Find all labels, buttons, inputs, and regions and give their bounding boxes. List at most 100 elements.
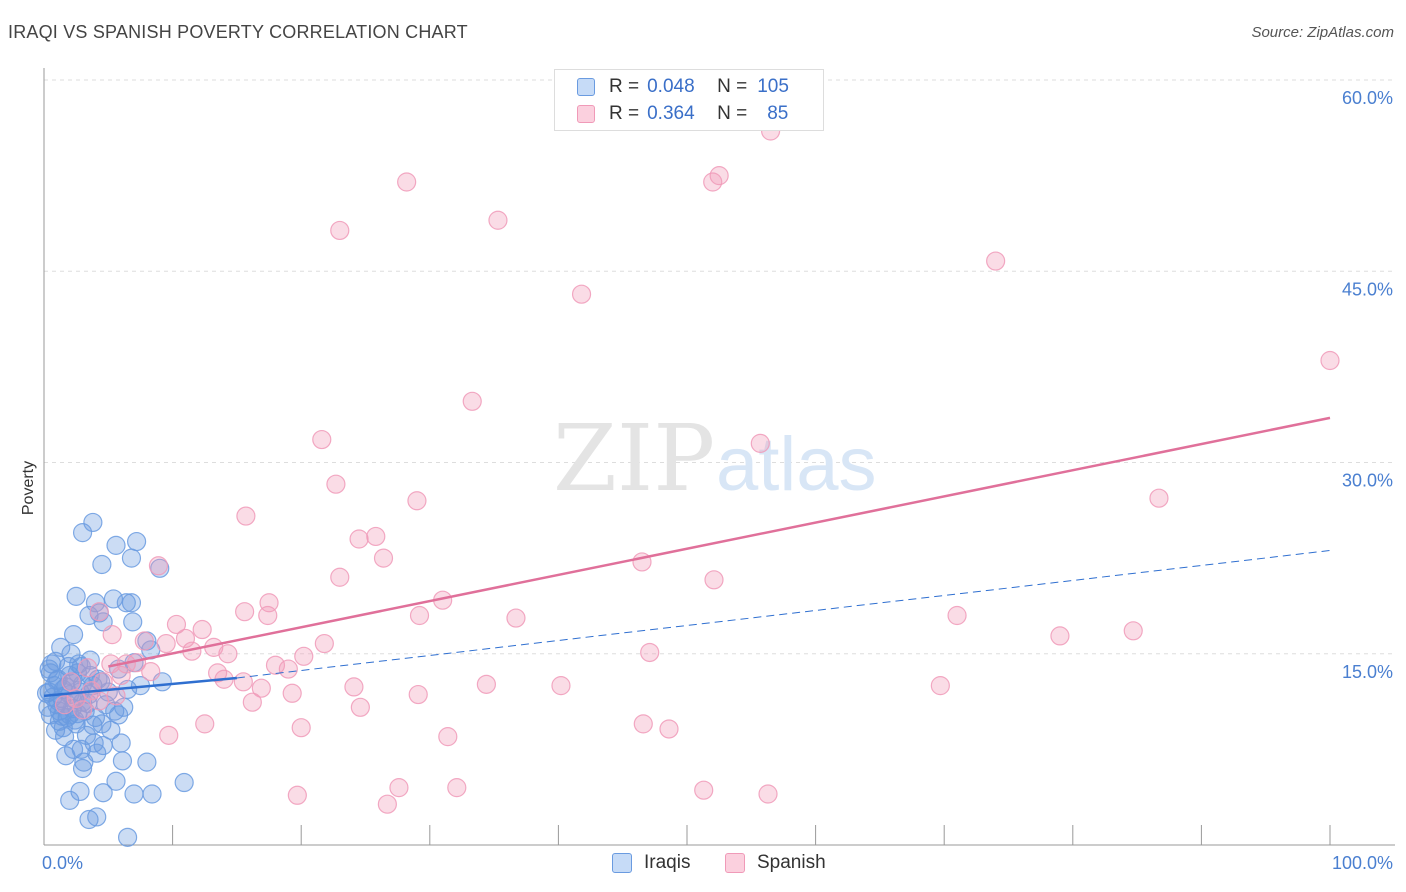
spanish-point [89,602,109,622]
iraqis-point [66,586,86,606]
spanish-point [703,172,723,192]
iraqis-point [38,697,58,717]
spanish-point [235,602,255,622]
spanish-point [447,778,467,798]
spanish-point [134,631,154,651]
iraqis-point [39,659,59,679]
spanish-point [930,676,950,696]
legend-n-label: N = [717,76,748,97]
source-label: Source: ZipAtlas.com [1251,24,1394,41]
spanish-point [330,567,350,587]
spanish-point [476,674,496,694]
spanish-points [54,121,1340,814]
iraqis-point [112,751,133,771]
iraqis-trend-line [43,676,238,698]
spanish-point [462,391,482,411]
iraqis-point [93,783,113,803]
spanish-point [236,506,256,526]
iraqis-point [101,720,121,740]
spanish-point [314,633,334,654]
spanish-point [366,526,386,547]
spanish-point [1123,621,1143,641]
spanish-point [287,785,307,805]
bottom-legend-iraqis: Iraqis [612,852,690,874]
spanish-point [350,697,370,717]
spanish-point [148,556,169,576]
spanish-point [208,663,228,683]
iraqis-point [79,809,99,830]
spanish-point [408,684,428,705]
spanish-point [349,529,369,549]
spanish-point [265,655,286,675]
iraqis-point [92,554,112,575]
iraqis-point [36,683,57,703]
watermark: ZIP atlas [553,405,877,512]
iraqis-point [121,593,142,613]
trend-lines [43,416,1331,698]
iraqis-point [63,625,84,645]
spanish-point [159,725,179,745]
legend-row-iraqis: R = 0.048 N = 105 [577,74,789,100]
y-tick-label: 60.0% [1342,88,1393,108]
spanish-point [156,633,176,654]
iraqis-point [56,746,76,766]
spanish-point [141,661,161,682]
spanish-point [102,625,122,645]
axes [43,68,1395,846]
iraqis-point [124,784,144,804]
y-tick-label: 15.0% [1342,662,1393,682]
spanish-point [947,605,967,626]
spanish-point [166,614,187,635]
spanish-point [373,548,394,568]
spanish-point [438,727,458,747]
iraqis-point [103,589,124,609]
iraqis-point [63,739,84,759]
iraqis-point [174,772,194,793]
spanish-point [218,644,238,664]
spanish-point [506,608,526,628]
iraqis-point [121,548,142,568]
x-tick-label: 100.0% [1332,853,1393,873]
spanish-point [551,676,571,696]
spanish-point [294,646,314,666]
spanish-point [89,691,109,711]
legend-r-label: R = [609,76,640,97]
bottom-legend-label-spanish: Spanish [757,852,826,873]
iraqis-point [87,743,107,763]
spanish-point [1320,350,1340,371]
spanish-point [251,678,271,698]
iraqis-point [114,697,134,717]
iraqis-point [106,771,126,791]
spanish-point [750,433,770,453]
watermark-zip: ZIP [553,405,715,512]
spanish-trend-line [108,416,1331,668]
spanish-point [330,220,350,241]
iraqis-point [61,644,81,664]
spanish-point [633,714,653,734]
iraqis-point [116,593,136,613]
iraqis-point [53,718,73,738]
spanish-point [758,784,778,804]
legend-swatch-spanish [577,105,595,123]
legend-swatch-iraqis [577,78,595,96]
spanish-point [377,794,397,814]
spanish-point [488,210,508,230]
iraqis-point [142,784,162,804]
iraqis-point [72,758,93,779]
iraqis-points [36,512,194,847]
spanish-point [242,692,262,712]
spanish-point [278,659,298,679]
spanish-point [233,672,253,692]
x-tick-label: 0.0% [42,853,83,873]
spanish-point [312,429,332,450]
tick-labels: 15.0% 30.0% 45.0% 60.0% 0.0% 100.0% [42,88,1393,873]
chart-title: IRAQI VS SPANISH POVERTY CORRELATION CHA… [8,22,468,42]
spanish-point [195,714,215,734]
iraqis-point [76,725,97,745]
spanish-point [61,672,81,692]
legend-row-spanish: R = 0.364 N = 85 [577,101,788,127]
y-tick-label: 45.0% [1342,279,1393,299]
spanish-point [397,172,417,192]
iraqis-point [45,651,66,672]
